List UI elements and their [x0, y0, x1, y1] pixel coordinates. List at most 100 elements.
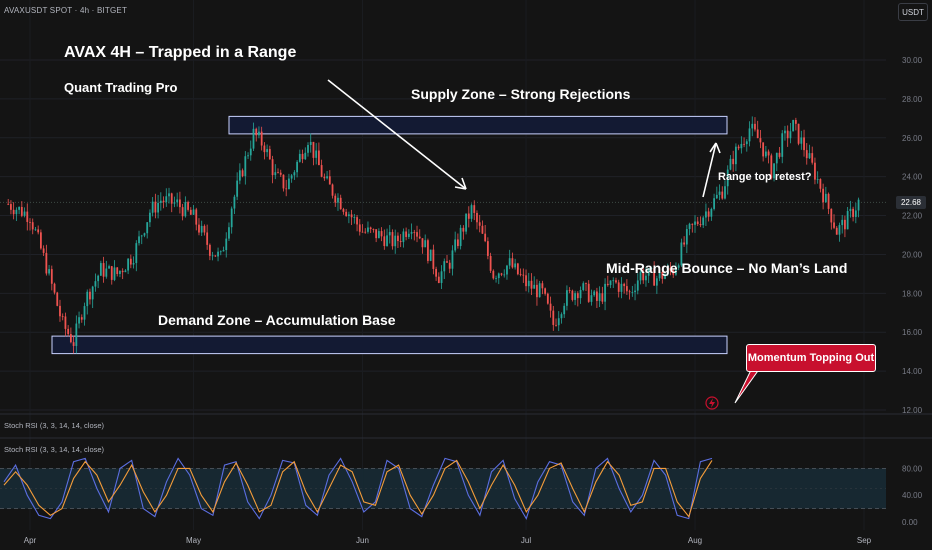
candle-down [339, 197, 342, 210]
candle-down [721, 191, 724, 199]
candle-up [724, 186, 726, 199]
candle-down [852, 208, 854, 217]
candle-up [222, 250, 225, 252]
candle-down [80, 317, 83, 320]
candle-down [814, 162, 816, 180]
candle-up [238, 170, 241, 181]
candle-up [560, 314, 563, 319]
candle-up [658, 271, 661, 279]
candle-down [606, 283, 609, 286]
candle-down [476, 212, 478, 223]
candle-down [282, 174, 285, 189]
candle-down [427, 240, 429, 261]
candle-down [40, 232, 42, 249]
candle-down [732, 158, 735, 165]
candle-up [636, 280, 639, 291]
candle-down [833, 222, 835, 228]
candle-down [625, 286, 628, 292]
candle-up [149, 212, 151, 223]
candle-up [740, 143, 743, 149]
candle-up [784, 130, 786, 134]
candle-up [745, 141, 748, 145]
candle-down [691, 223, 694, 225]
candle-up [440, 271, 443, 283]
candle-down [170, 193, 173, 204]
candle-up [792, 119, 795, 132]
candle-down [835, 227, 838, 235]
candle-up [713, 198, 715, 209]
candle-down [421, 238, 424, 248]
candle-down [418, 236, 421, 239]
candle-down [12, 209, 15, 215]
candle-up [304, 152, 307, 160]
candle-down [301, 153, 304, 160]
candle-down [805, 150, 808, 159]
candle-down [544, 288, 547, 294]
candle-up [579, 290, 582, 299]
candle-down [549, 303, 552, 311]
candle-down [20, 206, 23, 216]
candle-up [410, 232, 413, 234]
trend-arrow-head [454, 177, 467, 190]
candle-down [271, 159, 274, 176]
candle-down [279, 172, 282, 175]
candle-up [508, 258, 511, 266]
candle-down [617, 282, 620, 292]
candle-up [666, 267, 669, 275]
candle-down [576, 293, 579, 299]
x-axis-tick: Apr [24, 536, 37, 545]
candle-up [710, 208, 713, 217]
candle-up [854, 210, 857, 217]
grid-lines [0, 0, 932, 530]
candle-down [69, 334, 72, 343]
y-axis-tick: 24.00 [902, 173, 923, 182]
candle-down [794, 119, 797, 124]
y-axis-tick: 28.00 [902, 95, 923, 104]
candle-down [511, 258, 514, 268]
candle-up [841, 219, 844, 226]
candle-down [437, 276, 440, 283]
candle-down [448, 262, 451, 269]
candle-down [391, 232, 394, 247]
candle-up [593, 291, 596, 296]
candle-down [203, 225, 206, 233]
y-axis-tick: 26.00 [902, 134, 923, 143]
candle-down [473, 205, 476, 213]
candle-up [773, 163, 775, 179]
candle-down [830, 208, 833, 223]
candle-up [566, 290, 568, 306]
candle-up [367, 227, 369, 232]
candle-down [364, 231, 367, 233]
candle-down [356, 217, 358, 225]
candle-up [23, 211, 26, 216]
candle-down [181, 207, 184, 217]
candle-down [462, 227, 465, 232]
candle-up [296, 161, 298, 173]
candle-up [465, 213, 467, 232]
candle-up [386, 235, 388, 247]
candle-up [168, 193, 170, 197]
candle-down [318, 150, 320, 166]
candle-up [217, 251, 219, 257]
candle-down [189, 209, 192, 215]
candle-up [655, 278, 658, 286]
candle-down [7, 203, 10, 205]
candle-down [661, 271, 664, 279]
pair-title: AVAXUSDT SPOT · 4h · BITGET [4, 6, 128, 15]
candle-up [157, 202, 159, 213]
currency-button[interactable]: USDT [898, 3, 928, 21]
candle-up [503, 274, 506, 276]
candle-up [650, 268, 653, 269]
stoch-rsi-legend: Stoch RSI (3, 3, 14, 14, close) [4, 445, 105, 454]
candle-up [735, 146, 737, 165]
candle-down [803, 137, 805, 151]
candle-down [519, 274, 522, 275]
candle-down [759, 138, 762, 143]
candle-up [470, 205, 473, 219]
candle-up [729, 158, 732, 170]
candle-down [413, 232, 416, 233]
candle-up [582, 283, 585, 291]
candle-down [10, 204, 12, 210]
